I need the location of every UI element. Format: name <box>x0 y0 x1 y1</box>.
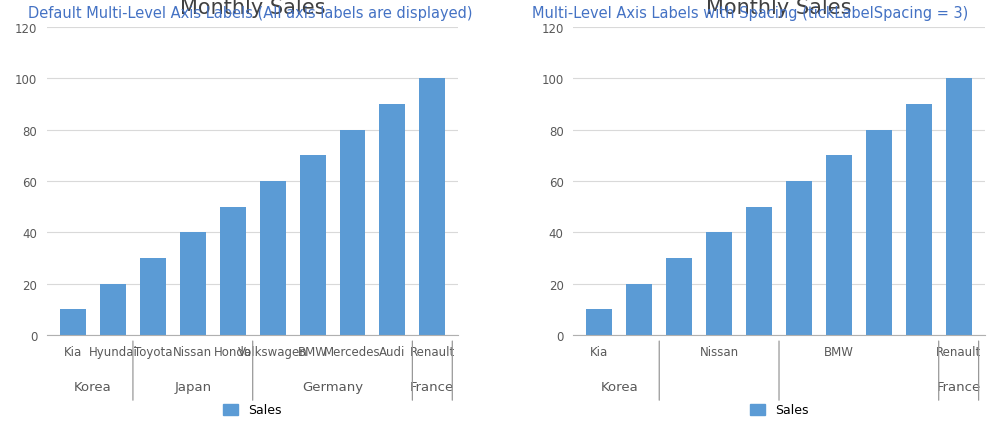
Text: Korea: Korea <box>600 380 638 393</box>
Title: Monthly Sales: Monthly Sales <box>180 0 325 18</box>
Bar <box>300 156 326 335</box>
Bar <box>786 181 812 335</box>
Bar <box>260 181 286 335</box>
Bar <box>746 207 772 335</box>
Title: Monthly Sales: Monthly Sales <box>706 0 852 18</box>
Bar <box>140 258 166 335</box>
Text: France: France <box>410 380 454 393</box>
Bar <box>180 233 206 335</box>
Bar <box>379 105 405 335</box>
Bar <box>60 310 86 335</box>
Bar <box>866 130 892 335</box>
Bar <box>419 79 445 335</box>
Bar <box>946 79 972 335</box>
Text: Korea: Korea <box>74 380 112 393</box>
Bar <box>706 233 732 335</box>
Text: Germany: Germany <box>302 380 363 393</box>
Bar <box>666 258 692 335</box>
Text: Japan: Japan <box>174 380 211 393</box>
Legend: Sales: Sales <box>218 399 287 421</box>
Bar <box>826 156 852 335</box>
Text: Default Multi-Level Axis Labels (All axis labels are displayed): Default Multi-Level Axis Labels (All axi… <box>28 6 472 22</box>
Bar <box>906 105 932 335</box>
Text: France: France <box>937 380 981 393</box>
Bar <box>626 284 652 335</box>
Bar <box>220 207 246 335</box>
Bar <box>100 284 126 335</box>
Legend: Sales: Sales <box>745 399 813 421</box>
Bar <box>340 130 365 335</box>
Text: Multi-Level Axis Labels with Spacing (tickLabelSpacing = 3): Multi-Level Axis Labels with Spacing (ti… <box>532 6 968 22</box>
Bar <box>586 310 612 335</box>
